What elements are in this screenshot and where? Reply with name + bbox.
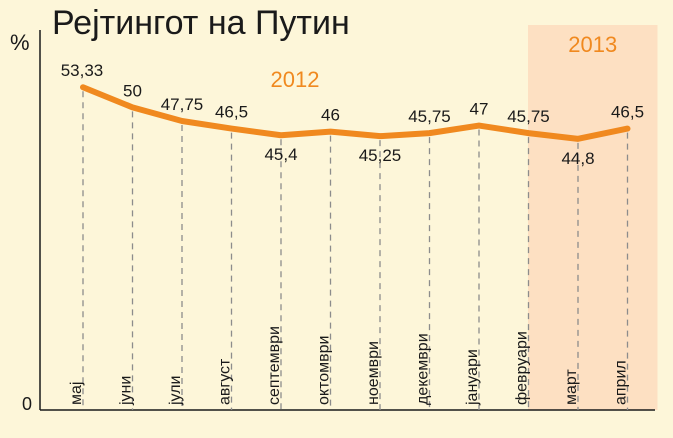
x-tick-label-12: април xyxy=(613,360,630,405)
band-year-label: 2013 xyxy=(568,32,617,57)
value-label-6: 46 xyxy=(321,106,340,125)
x-tick-label-10: февруари xyxy=(514,331,531,405)
x-tick-label-2: јуни xyxy=(118,376,135,406)
value-label-3: 47,75 xyxy=(161,95,204,114)
value-label-7: 45,25 xyxy=(359,146,402,165)
value-label-11: 44,8 xyxy=(561,149,594,168)
data-point-3 xyxy=(179,118,185,124)
x-tick-label-9: јануари xyxy=(464,349,481,406)
value-label-1: 53,33 xyxy=(61,61,104,80)
x-tick-label-11: март xyxy=(563,369,580,405)
data-point-6 xyxy=(328,129,333,135)
value-label-4: 46,5 xyxy=(215,103,248,122)
drop-lines xyxy=(82,91,629,410)
data-points xyxy=(80,84,630,142)
data-point-8 xyxy=(427,130,432,136)
data-value-labels: 53,33 50 47,75 46,5 45,4 46 45,25 45,75 47 45,75 4… xyxy=(61,61,644,168)
data-point-4 xyxy=(229,126,234,132)
series-line xyxy=(80,84,631,142)
x-tick-label-6: октомври xyxy=(316,336,333,405)
data-point-10 xyxy=(526,130,531,136)
data-point-7 xyxy=(377,133,383,139)
data-point-2 xyxy=(130,104,135,110)
x-tick-label-5: септември xyxy=(266,326,283,405)
value-label-2: 50 xyxy=(123,81,142,100)
value-label-10: 45,75 xyxy=(507,107,550,126)
x-tick-label-3: јули xyxy=(167,376,184,406)
data-point-1 xyxy=(80,84,86,90)
data-point-12 xyxy=(625,126,630,132)
year-annotation-2012: 2012 xyxy=(271,67,320,92)
highlight-band-2013 xyxy=(528,25,658,410)
value-label-12: 46,5 xyxy=(611,103,644,122)
data-point-9 xyxy=(476,123,482,129)
value-label-8: 45,75 xyxy=(408,107,451,126)
y-axis-zero-label: 0 xyxy=(22,394,32,414)
x-tick-labels: мај јуни јули август септември октомври ноемвр… xyxy=(68,326,630,406)
value-label-5: 45,4 xyxy=(264,145,297,164)
x-tick-label-4: август xyxy=(217,358,234,405)
x-tick-label-8: декември xyxy=(415,333,432,405)
chart-title: Рејтингот на Путин xyxy=(52,4,350,42)
y-axis-unit-label: % xyxy=(10,30,30,55)
value-label-9: 47 xyxy=(470,100,489,119)
x-tick-label-1: мај xyxy=(68,382,85,405)
data-point-5 xyxy=(278,132,284,138)
x-tick-label-7: ноември xyxy=(365,341,382,405)
data-point-11 xyxy=(575,136,581,142)
